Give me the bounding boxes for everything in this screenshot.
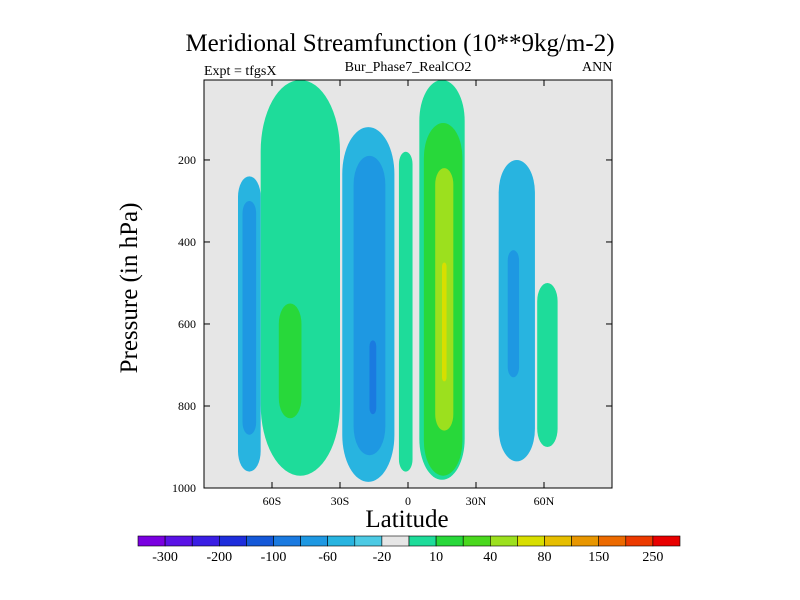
y-tick-label: 600: [178, 317, 196, 331]
colorbar-swatch: [164, 535, 193, 547]
colorbar-swatch: [462, 535, 491, 547]
y-tick-label: 1000: [172, 481, 196, 495]
colorbar-swatch: [354, 535, 383, 547]
sh-polar-low-core: [242, 200, 257, 435]
y-tick-label: 200: [178, 153, 196, 167]
colorbar-label: 150: [588, 550, 609, 565]
sh-hadley-core: [353, 155, 386, 456]
nh-ferrel-core: [507, 250, 520, 378]
x-tick-label: 60N: [534, 494, 555, 508]
x-tick-label: 30N: [466, 494, 487, 508]
colorbar-label: -300: [152, 550, 178, 565]
colorbar-swatch: [408, 535, 437, 547]
colorbar-label: -20: [373, 550, 392, 565]
sh-ferrel-cell: [260, 80, 340, 476]
colorbar-swatch: [652, 535, 681, 547]
axes: 60S 30S 0 30N 60N 200 400 600 800 1000: [172, 79, 613, 508]
colorbar-label: -200: [206, 550, 232, 565]
colorbar-swatch: [191, 535, 220, 547]
colorbar-swatch: [219, 535, 247, 547]
y-tick-label: 800: [178, 399, 196, 413]
sh-hadley-peak: [369, 340, 377, 415]
nh-polar-cell: [537, 282, 558, 447]
x-tick-label: 30S: [331, 494, 350, 508]
colorbar-swatch: [137, 535, 166, 547]
season-label: ANN: [582, 60, 613, 75]
sh-ferrel-core: [278, 303, 302, 419]
colorbar-swatch: [300, 535, 329, 547]
colorbar-swatch: [571, 535, 599, 547]
contour-regions: [238, 80, 558, 482]
colorbar-swatch: [381, 535, 410, 547]
colorbar-label: -60: [318, 550, 337, 565]
colorbar-swatch: [327, 535, 356, 547]
nh-hadley-peak: [442, 262, 447, 382]
colorbar-swatch: [598, 535, 627, 547]
experiment-label: Expt = tfgsX: [204, 64, 277, 79]
x-axis-label: Latitude: [365, 506, 449, 533]
colorbar-label: 80: [538, 550, 552, 565]
colorbar-swatch: [435, 535, 464, 547]
colorbar-label: 40: [483, 550, 497, 565]
colorbar: -300 -200 -100 -60 -20 10 40 80 150 250: [137, 535, 681, 565]
colorbar-swatch: [544, 535, 572, 547]
colorbar-label: 10: [429, 550, 443, 565]
colorbar-label: -100: [261, 550, 287, 565]
colorbar-swatch: [625, 535, 654, 547]
colorbar-label: 250: [642, 550, 663, 565]
chart-title: Meridional Streamfunction (10**9kg/m-2): [185, 30, 615, 57]
equatorial-weak-cell: [398, 151, 413, 472]
x-tick-label: 0: [405, 494, 411, 508]
run-name-label: Bur_Phase7_RealCO2: [344, 60, 472, 75]
colorbar-swatch: [517, 535, 545, 547]
colorbar-swatch: [273, 535, 301, 547]
colorbar-swatch: [246, 535, 274, 547]
x-tick-label: 60S: [263, 494, 282, 508]
colorbar-swatch: [489, 535, 518, 547]
y-tick-label: 400: [178, 235, 196, 249]
